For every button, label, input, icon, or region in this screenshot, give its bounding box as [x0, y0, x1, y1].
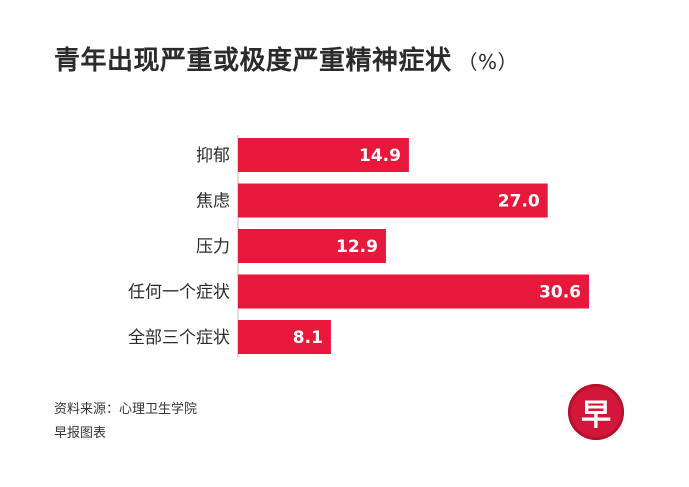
value-label-1: 27.0 — [498, 192, 540, 212]
category-label-2: 压力 — [196, 237, 230, 257]
value-label-3: 30.6 — [539, 283, 581, 303]
value-label-4: 8.1 — [293, 328, 323, 348]
bar-4 — [238, 320, 331, 354]
bar-1 — [238, 183, 548, 218]
category-label-1: 焦虑 — [196, 192, 230, 212]
footer: 资料来源：心理卫生学院 早报图表 — [54, 398, 197, 446]
category-label-4: 全部三个症状 — [128, 328, 230, 348]
logo-char: 早 — [581, 398, 611, 433]
bar-3 — [238, 274, 589, 309]
category-label-0: 抑郁 — [196, 146, 230, 166]
bar-0 — [238, 138, 409, 172]
zaobao-logo: 早 — [568, 384, 624, 440]
chart-unit: （%） — [457, 50, 519, 74]
value-label-0: 14.9 — [359, 146, 401, 166]
bar-2 — [238, 229, 386, 263]
source-text: 资料来源：心理卫生学院 — [54, 402, 198, 417]
credit-text: 早报图表 — [54, 426, 107, 441]
value-label-2: 12.9 — [336, 237, 378, 257]
chart-title: 青年出现严重或极度严重精神症状 （%） — [54, 40, 518, 77]
category-label-3: 任何一个症状 — [128, 283, 230, 303]
chart-title-text: 青年出现严重或极度严重精神症状 — [54, 46, 452, 76]
